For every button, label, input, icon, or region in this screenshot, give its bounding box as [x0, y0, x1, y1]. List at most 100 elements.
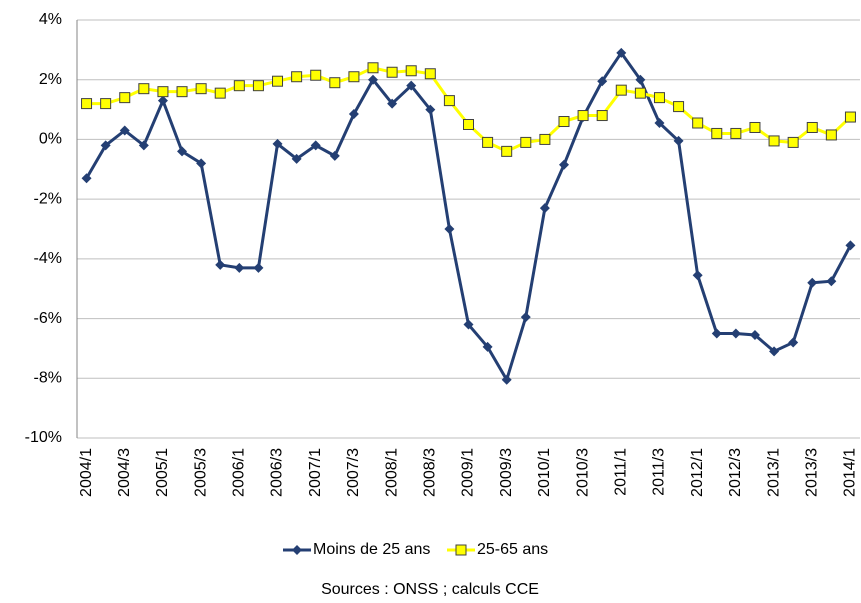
x-tick-label: 2010/1 [536, 448, 553, 497]
source-note: Sources : ONSS ; calculs CCE [321, 581, 539, 598]
data-point [272, 138, 283, 149]
data-point [367, 62, 379, 74]
data-point [845, 240, 856, 251]
data-point [673, 135, 684, 146]
data-point [692, 117, 704, 129]
x-tick-label: 2010/3 [574, 448, 591, 497]
data-point [329, 150, 340, 161]
x-tick-label: 2012/3 [727, 448, 744, 497]
x-tick-label: 2006/3 [269, 448, 286, 497]
data-point [157, 95, 168, 106]
data-point [482, 341, 493, 352]
data-point [577, 110, 589, 122]
y-tick-label: -2% [34, 190, 62, 207]
data-point [444, 224, 455, 234]
data-point [119, 125, 130, 136]
legend-label: Moins de 25 ans [313, 541, 430, 558]
x-tick-label: 2014/1 [842, 448, 859, 497]
y-tick-label: 4% [39, 11, 62, 28]
data-point [176, 86, 188, 98]
data-point [597, 76, 608, 87]
x-tick-label: 2013/1 [765, 448, 782, 497]
x-tick-label: 2008/1 [383, 448, 400, 497]
data-point [119, 92, 131, 104]
data-point [520, 136, 532, 148]
data-point [692, 270, 703, 281]
data-point [100, 98, 112, 110]
x-tick-label: 2005/3 [192, 448, 209, 497]
y-tick-label: -10% [25, 429, 62, 446]
data-point [730, 127, 742, 139]
data-point [844, 111, 856, 123]
data-point [558, 159, 569, 170]
data-point [387, 98, 398, 109]
data-point [615, 84, 627, 96]
data-point [501, 145, 513, 157]
data-point [215, 259, 226, 270]
data-point [252, 80, 264, 92]
data-point [806, 121, 818, 133]
data-point [425, 104, 436, 115]
legend-marker [455, 544, 467, 556]
data-point [654, 118, 665, 129]
data-point [291, 153, 302, 164]
data-point [520, 312, 531, 323]
legend-label: 25-65 ans [477, 541, 548, 558]
data-point [405, 65, 417, 77]
x-tick-label: 2011/3 [651, 448, 668, 496]
data-point [730, 328, 741, 339]
data-point [138, 83, 150, 95]
y-tick-label: -8% [34, 370, 62, 387]
data-point [634, 87, 646, 99]
data-point [616, 47, 627, 58]
data-point [214, 87, 226, 99]
data-point [539, 203, 550, 214]
x-tick-label: 2009/1 [460, 448, 477, 497]
data-point [368, 74, 379, 85]
x-tick-label: 2005/1 [154, 448, 171, 497]
data-point [596, 110, 608, 122]
y-tick-label: -6% [34, 310, 62, 327]
data-point [711, 328, 722, 339]
data-point [310, 140, 321, 151]
x-tick-label: 2013/3 [803, 448, 820, 497]
data-point [386, 66, 398, 78]
data-point [768, 135, 780, 147]
x-tick-label: 2004/3 [116, 448, 133, 497]
data-point [138, 140, 149, 151]
data-point [787, 136, 799, 148]
data-point [195, 83, 207, 95]
data-point [348, 109, 359, 120]
data-point [501, 374, 512, 385]
x-tick-label: 2007/3 [345, 448, 362, 497]
data-point [635, 74, 646, 85]
data-point [157, 86, 169, 98]
data-point [807, 277, 818, 288]
data-point [100, 140, 111, 151]
x-tick-label: 2012/1 [689, 448, 706, 497]
data-point [482, 136, 494, 148]
data-point [81, 173, 92, 184]
data-point [233, 80, 245, 92]
y-tick-label: 2% [39, 71, 62, 88]
data-point [272, 75, 284, 87]
data-point [291, 71, 303, 83]
data-point [253, 262, 264, 273]
data-point [234, 262, 245, 273]
x-tick-label: 2008/3 [422, 448, 439, 497]
data-point [558, 116, 570, 128]
data-point [177, 146, 188, 157]
data-point [424, 68, 436, 80]
data-point [749, 329, 760, 340]
data-point [463, 319, 474, 330]
y-tick-label: 0% [39, 131, 62, 148]
x-tick-label: 2004/1 [78, 448, 95, 497]
data-point [81, 98, 93, 110]
data-point [463, 119, 474, 130]
data-point [825, 129, 837, 141]
x-tick-label: 2011/1 [612, 448, 629, 496]
x-tick-label: 2007/1 [307, 448, 324, 497]
y-tick-label: -4% [34, 250, 62, 267]
data-point [196, 158, 207, 169]
